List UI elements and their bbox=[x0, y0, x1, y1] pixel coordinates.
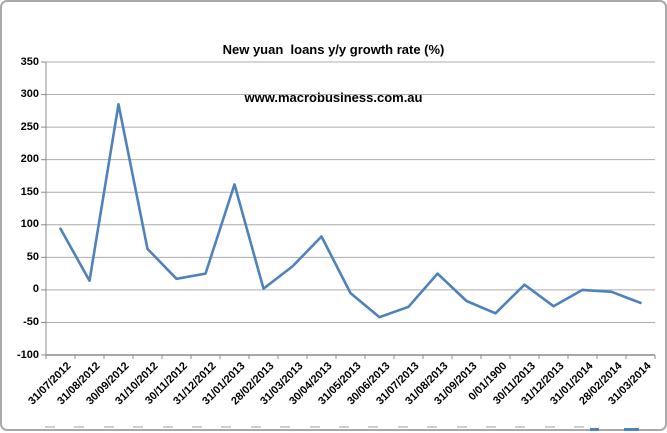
y-tick-label: 250 bbox=[20, 120, 39, 133]
y-tick-label: 200 bbox=[20, 153, 39, 166]
y-tick-label: -50 bbox=[23, 315, 39, 328]
bottom-dash bbox=[74, 426, 85, 428]
y-tick-label: 350 bbox=[20, 55, 39, 68]
y-tick-label: 0 bbox=[32, 283, 39, 296]
bottom-dash bbox=[162, 426, 173, 428]
bottom-dash bbox=[339, 426, 349, 428]
y-tick-label: 150 bbox=[20, 185, 39, 198]
bottom-dash bbox=[280, 426, 291, 428]
bottom-dash bbox=[456, 426, 467, 428]
bottom-dash bbox=[221, 426, 232, 428]
bottom-blue-dash bbox=[590, 428, 599, 431]
bottom-dash bbox=[397, 426, 408, 428]
bottom-dash bbox=[544, 426, 555, 428]
bottom-dash bbox=[309, 426, 320, 428]
bottom-dash bbox=[427, 426, 438, 428]
y-tick-label: 50 bbox=[26, 250, 39, 263]
bottom-dash bbox=[368, 426, 379, 428]
y-tick-label: 300 bbox=[20, 88, 39, 101]
bottom-blue-dash bbox=[624, 428, 639, 431]
bottom-dash bbox=[192, 426, 202, 428]
bottom-dash bbox=[574, 426, 585, 428]
chart-title-block: New yuan loans y/y growth rate (%) www.m… bbox=[2, 10, 665, 138]
y-tick-label: -100 bbox=[16, 348, 39, 361]
bottom-dash bbox=[250, 426, 261, 428]
chart-title: New yuan loans y/y growth rate (%) bbox=[222, 42, 445, 57]
bottom-dash bbox=[486, 426, 496, 428]
bottom-dash bbox=[515, 426, 526, 428]
chart-subtitle: www.macrobusiness.com.au bbox=[244, 90, 423, 105]
bottom-dash bbox=[103, 426, 114, 428]
bottom-dash bbox=[45, 426, 55, 428]
y-tick-label: 100 bbox=[20, 218, 39, 231]
bottom-dash bbox=[133, 426, 144, 428]
